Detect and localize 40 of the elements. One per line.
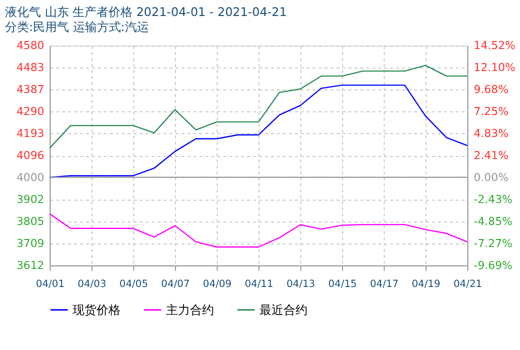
y2-tick-label: -2.43% [474,192,512,206]
x-tick-label: 04/17 [370,278,399,290]
x-tick-label: 04/01 [36,278,65,290]
x-tick-label: 04/05 [119,278,148,290]
chart-title: 液化气 山东 生产者价格 2021-04-01 - 2021-04-21 [4,4,287,19]
y2-tick-label: 9.68% [474,83,508,96]
y2-tick-label: 14.52% [474,39,516,52]
y-tick-label: 4580 [16,39,44,52]
x-tick-label: 04/21 [453,278,482,290]
x-tick-label: 04/19 [412,278,440,290]
y2-tick-label: -9.69% [474,258,512,272]
y-tick-label: 3612 [16,258,44,272]
y2-tick-label: 7.25% [474,105,508,118]
y-tick-label: 4193 [16,126,44,140]
y-tick-label: 3805 [16,215,44,228]
y2-tick-label: -7.27% [474,236,512,250]
y2-tick-label: -4.85% [474,214,512,228]
y2-tick-label: 4.83% [474,127,508,140]
line-series [49,64,468,149]
y-tick-label: 4483 [16,61,44,74]
y2-tick-label: 2.41% [474,149,508,162]
y-tick-label: 3709 [16,236,44,250]
y-tick-label: 4000 [16,170,44,184]
y2-tick-label: 12.10% [474,61,516,74]
x-tick-label: 04/13 [286,278,316,290]
x-tick-label: 04/15 [328,278,357,290]
legend-label: 主力合约 [166,302,214,317]
x-tick-label: 04/09 [202,278,232,290]
x-tick-label: 04/11 [244,278,274,290]
y-tick-label: 4290 [16,104,44,118]
y2-tick-label: 0.00% [474,170,508,184]
y-tick-label: 4096 [16,149,44,162]
line-series [49,213,468,248]
chart-subtitle: 分类:民用气 运输方式:汽运 [4,20,149,34]
x-tick-label: 04/07 [161,278,190,290]
legend-label: 现货价格 [72,302,121,317]
y-tick-label: 3902 [16,193,44,206]
x-tick-label: 04/03 [78,278,106,290]
legend-label: 最近合约 [260,302,308,317]
y-tick-label: 4387 [16,82,44,96]
